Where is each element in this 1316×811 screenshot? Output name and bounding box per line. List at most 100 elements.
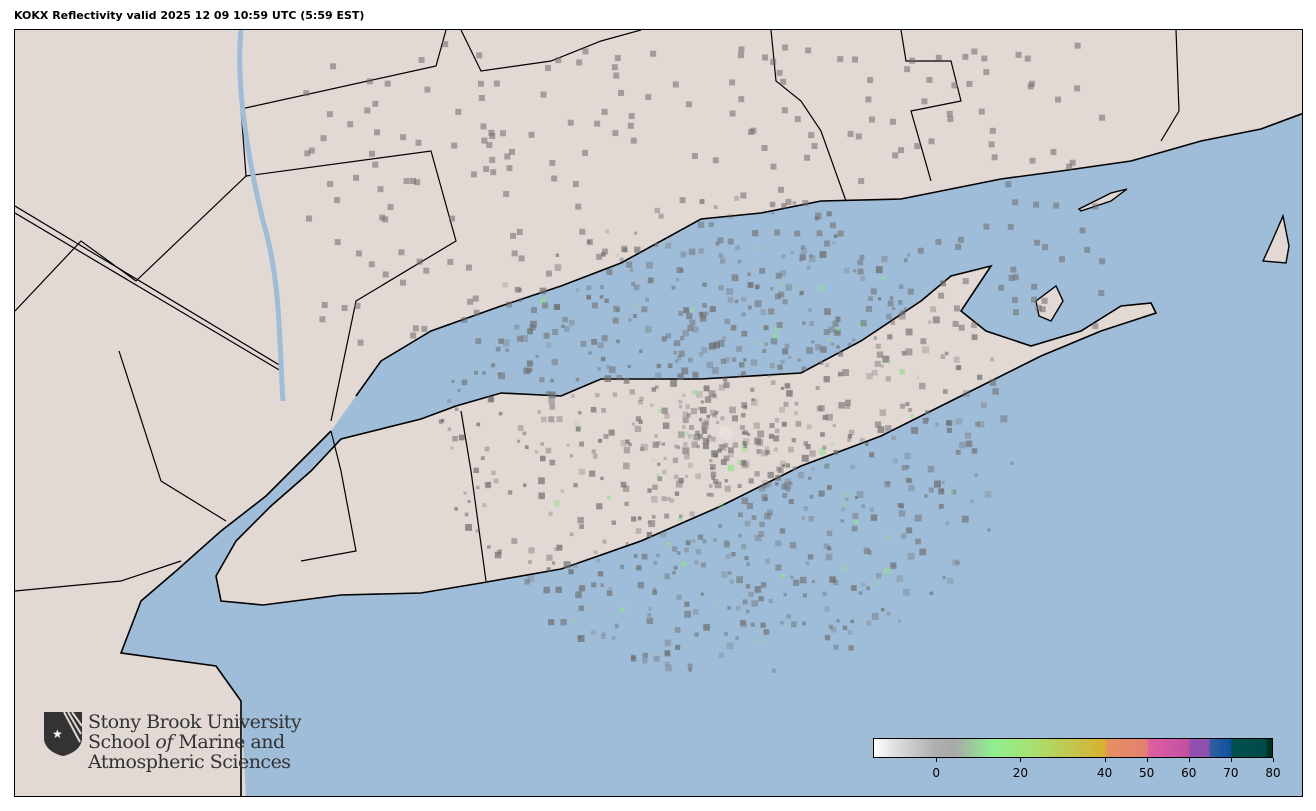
svg-text:★: ★	[52, 727, 63, 741]
radar-echo	[803, 506, 809, 511]
radar-echo	[1012, 309, 1019, 316]
radar-echo	[916, 375, 920, 380]
radar-echo	[723, 377, 728, 382]
radar-echo	[675, 277, 680, 282]
radar-echo	[701, 421, 709, 429]
radar-echo	[697, 406, 702, 411]
radar-echo	[777, 364, 783, 370]
radar-echo	[710, 436, 716, 442]
radar-echo	[482, 502, 487, 508]
radar-echo	[794, 116, 801, 123]
sbu-somas-logo: ★ Stony Brook University School of Marin…	[44, 712, 302, 772]
radar-echo	[876, 351, 884, 358]
radar-echo	[712, 157, 719, 164]
radar-echo	[647, 613, 651, 617]
radar-echo	[629, 268, 634, 272]
radar-echo	[1041, 297, 1048, 304]
radar-echo	[481, 137, 488, 144]
radar-echo	[601, 108, 608, 115]
radar-echo	[860, 275, 866, 282]
radar-echo	[672, 457, 679, 464]
radar-echo	[674, 627, 681, 633]
radar-echo	[809, 494, 814, 499]
radar-echo	[692, 326, 699, 333]
radar-echo	[885, 425, 892, 432]
radar-echo	[771, 668, 776, 673]
radar-echo	[962, 53, 969, 60]
radar-echo	[914, 143, 921, 150]
radar-echo	[833, 449, 839, 455]
radar-echo	[692, 609, 699, 615]
radar-echo	[480, 123, 487, 130]
radar-echo	[567, 119, 574, 126]
radar-echo	[319, 316, 326, 323]
radar-echo	[774, 417, 780, 423]
radar-echo	[516, 228, 523, 235]
radar-echo	[820, 432, 825, 437]
radar-echo	[664, 240, 668, 245]
radar-map[interactable]	[14, 29, 1303, 797]
radar-echo	[546, 567, 551, 572]
radar-echo	[692, 371, 699, 378]
radar-echo	[719, 444, 727, 452]
radar-echo	[1012, 199, 1019, 206]
radar-echo	[556, 416, 563, 423]
radar-echo	[630, 656, 637, 662]
radar-echo	[688, 357, 693, 363]
radar-echo	[929, 591, 934, 596]
radar-echo	[667, 542, 671, 546]
radar-echo	[631, 422, 636, 426]
radar-echo	[754, 534, 762, 542]
radar-echo	[616, 374, 623, 381]
radar-echo	[738, 96, 745, 103]
radar-echo	[527, 575, 535, 583]
radar-echo	[783, 401, 789, 407]
radar-echo	[885, 313, 892, 320]
radar-echo	[746, 502, 754, 510]
radar-echo	[511, 538, 518, 544]
radar-echo	[321, 301, 328, 308]
radar-echo	[818, 284, 825, 292]
radar-echo	[886, 481, 891, 485]
radar-echo	[790, 575, 794, 579]
radar-echo	[545, 391, 551, 396]
radar-echo	[899, 368, 905, 375]
radar-echo	[801, 454, 809, 462]
radar-echo	[671, 285, 676, 290]
radar-echo	[702, 303, 707, 308]
radar-echo	[589, 470, 596, 477]
radar-echo	[488, 396, 495, 403]
radar-echo	[377, 186, 384, 193]
radar-echo	[725, 553, 731, 559]
radar-echo	[421, 325, 428, 332]
radar-echo	[678, 405, 683, 409]
radar-site	[719, 426, 733, 440]
radar-echo	[904, 66, 911, 73]
radar-echo	[782, 492, 788, 498]
radar-echo	[591, 302, 598, 309]
radar-echo	[597, 342, 604, 349]
radar-echo	[718, 444, 725, 451]
radar-echo	[776, 466, 782, 472]
sbu-shield-star-icon: ★	[44, 712, 82, 756]
radar-echo	[718, 523, 723, 528]
radar-echo	[628, 113, 635, 120]
radar-echo	[710, 471, 717, 478]
radar-echo	[678, 514, 683, 519]
radar-echo	[774, 428, 780, 434]
radar-echo	[563, 561, 571, 569]
radar-echo	[555, 253, 560, 257]
radar-echo	[708, 484, 713, 488]
radar-echo	[353, 174, 360, 181]
radar-echo	[686, 312, 693, 320]
radar-echo	[619, 257, 624, 262]
radar-echo	[638, 419, 643, 424]
radar-echo	[811, 579, 816, 584]
logo-line-2: School of Marine and	[88, 731, 285, 753]
radar-echo	[858, 591, 863, 595]
radar-echo	[915, 538, 921, 545]
radar-echo	[624, 501, 629, 506]
radar-echo	[938, 292, 945, 299]
radar-echo	[694, 632, 699, 637]
radar-echo	[320, 135, 327, 142]
